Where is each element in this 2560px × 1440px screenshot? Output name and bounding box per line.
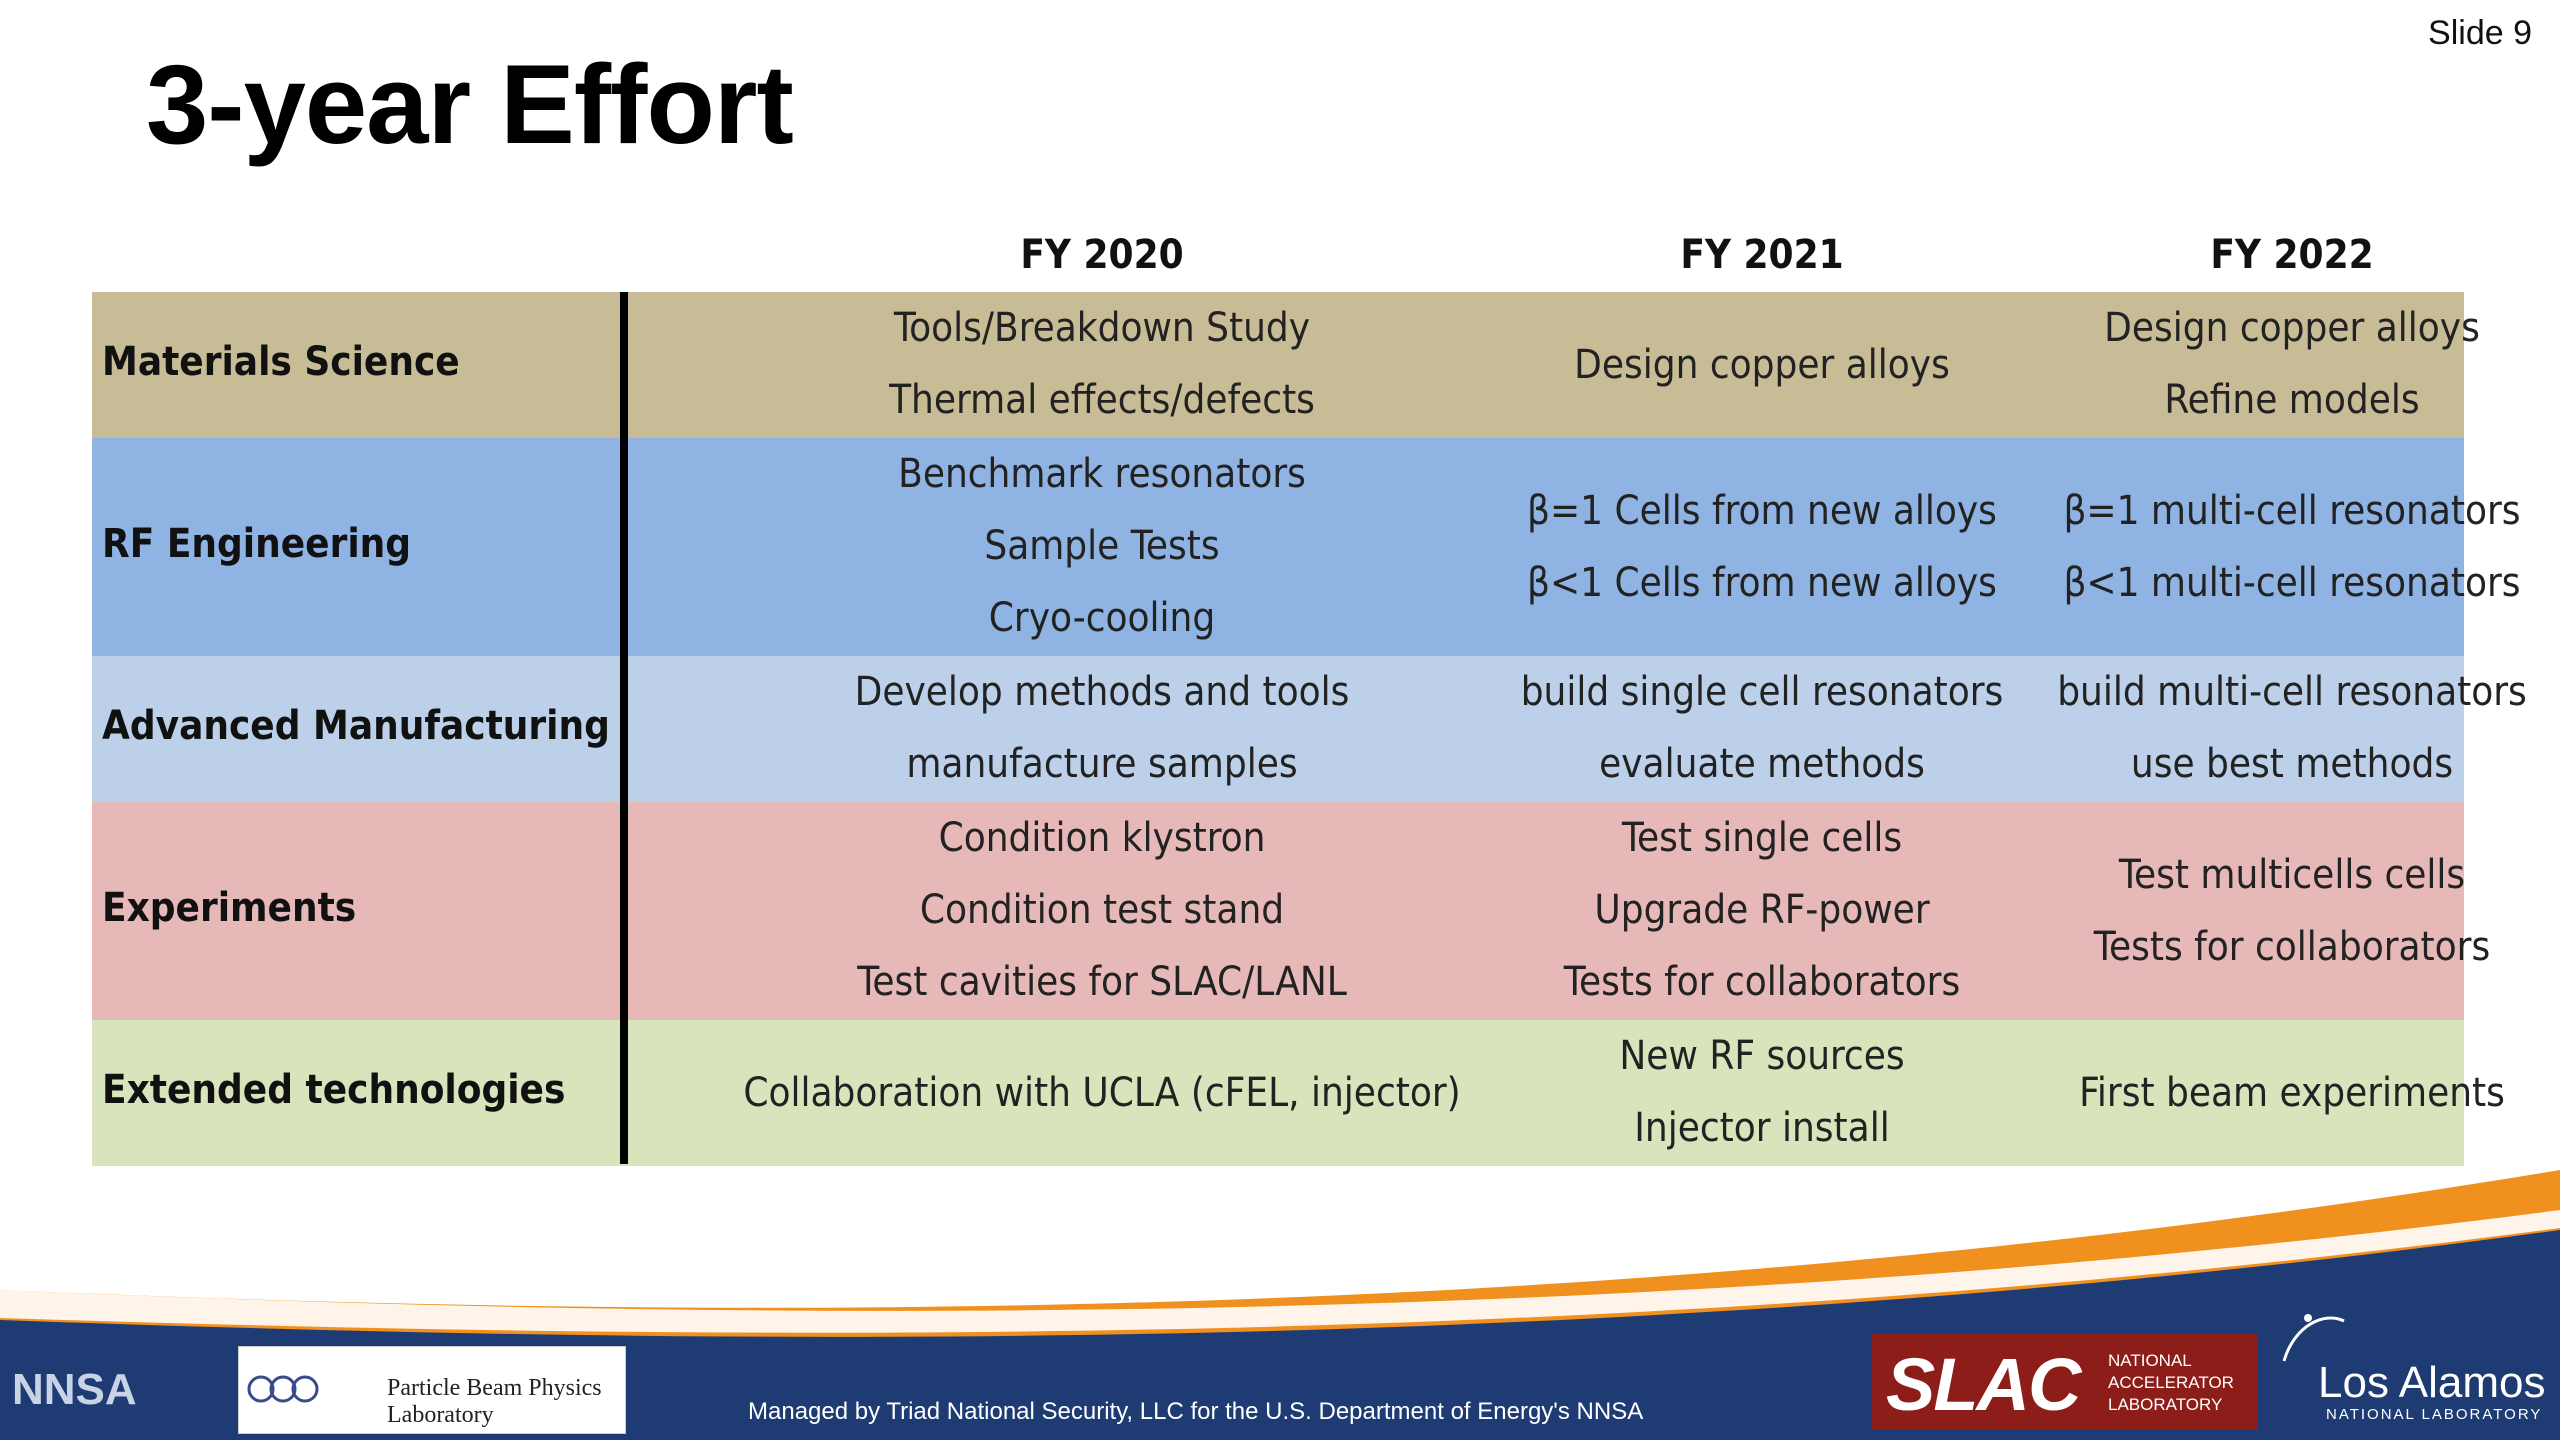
table-cell: β=1 multi-cell resonators xyxy=(2063,488,2521,534)
table-row: RF Engineering Benchmark resonators Sample… xyxy=(92,438,2521,656)
row-label: Extended technologies xyxy=(102,1067,566,1113)
slac-sub-line: ACCELERATOR xyxy=(2108,1373,2234,1392)
table-cell: New RF sources xyxy=(1619,1033,1905,1079)
table-cell: Collaboration with UCLA (cFEL, injector) xyxy=(743,1070,1461,1116)
slac-logo-sub: NATIONAL ACCELERATOR LABORATORY xyxy=(2108,1350,2234,1416)
lanl-logo-word: Los Alamos xyxy=(2318,1358,2546,1407)
effort-table: FY 2020 FY 2021 FY 2022 Materials Scienc… xyxy=(92,222,2527,1166)
table-cell: Cryo-cooling xyxy=(988,595,1216,641)
table-cell: Design copper alloys xyxy=(2104,305,2480,351)
table-cell: Upgrade RF-power xyxy=(1594,887,1930,933)
table-row: Materials Science Tools/Breakdown Study Th… xyxy=(92,292,2480,438)
table-cell: Refine models xyxy=(2164,377,2420,423)
table-cell: evaluate methods xyxy=(1599,741,1925,787)
table-cell: Benchmark resonators xyxy=(898,451,1306,497)
table-cell: build multi-cell resonators xyxy=(2057,669,2527,715)
table-cell: manufacture samples xyxy=(906,741,1298,787)
table-cell: Test multicells cells xyxy=(2118,852,2466,898)
slac-sub-line: LABORATORY xyxy=(2108,1395,2223,1414)
table-header: FY 2020 FY 2021 FY 2022 xyxy=(92,222,2464,292)
column-header-fy2021: FY 2021 xyxy=(1680,232,1844,278)
table-cell: Develop methods and tools xyxy=(854,669,1350,715)
table-cell: Test cavities for SLAC/LANL xyxy=(857,959,1347,1005)
table-cell: Tests for collaborators xyxy=(1563,959,1961,1005)
table-cell: use best methods xyxy=(2130,741,2454,787)
pbpl-mark-icon xyxy=(247,1375,319,1403)
table-cell: Injector install xyxy=(1634,1105,1890,1151)
slac-logo: SLAC NATIONAL ACCELERATOR LABORATORY xyxy=(1872,1334,2258,1430)
table-cell: build single cell resonators xyxy=(1520,669,2004,715)
table-row: Experiments Condition klystron Condition t… xyxy=(92,802,2490,1020)
pbpl-logo: Particle Beam Physics Laboratory xyxy=(238,1346,626,1434)
pbpl-name: Particle Beam Physics Laboratory xyxy=(387,1375,602,1428)
row-label-divider xyxy=(620,292,628,1164)
slac-logo-word: SLAC xyxy=(1886,1343,2081,1426)
table-cell: First beam experiments xyxy=(2079,1070,2505,1116)
lanl-logo: Los Alamos NATIONAL LABORATORY xyxy=(2274,1306,2554,1436)
table-cell: Tools/Breakdown Study xyxy=(893,305,1311,351)
table-cell: Tests for collaborators xyxy=(2093,924,2491,970)
table-cell: Condition klystron xyxy=(938,815,1266,861)
managed-by-text: Managed by Triad National Security, LLC … xyxy=(748,1398,1644,1425)
table-cell: Test single cells xyxy=(1621,815,1903,861)
slide-number: Slide 9 xyxy=(2428,14,2532,52)
page-title: 3-year Effort xyxy=(146,42,794,167)
table-cell: β<1 Cells from new alloys xyxy=(1527,560,1997,606)
row-label: Experiments xyxy=(102,885,357,931)
table-cell: β<1 multi-cell resonators xyxy=(2063,560,2521,606)
footer-white-gap xyxy=(0,1210,2560,1333)
table-row: Advanced Manufacturing Develop methods an… xyxy=(92,656,2527,802)
row-label: Advanced Manufacturing xyxy=(102,703,610,749)
table-cell: β=1 Cells from new alloys xyxy=(1527,488,1997,534)
table-cell: Design copper alloys xyxy=(1574,342,1950,388)
column-header-fy2022: FY 2022 xyxy=(2210,232,2374,278)
nnsa-logo-text: NNSA xyxy=(12,1365,137,1414)
lanl-logo-sub: NATIONAL LABORATORY xyxy=(2326,1406,2543,1423)
row-label: Materials Science xyxy=(102,339,460,385)
lanl-swirl-icon xyxy=(2282,1314,2345,1362)
table-cell: Sample Tests xyxy=(984,523,1220,569)
table-cell: Condition test stand xyxy=(919,887,1285,933)
column-header-fy2020: FY 2020 xyxy=(1020,232,1184,278)
table-row: Extended technologies Collaboration with … xyxy=(92,1020,2505,1166)
row-label: RF Engineering xyxy=(102,521,412,567)
nnsa-logo: NNSA xyxy=(12,1360,172,1420)
slac-sub-line: NATIONAL xyxy=(2108,1351,2192,1370)
table-cell: Thermal effects/defects xyxy=(889,377,1315,423)
